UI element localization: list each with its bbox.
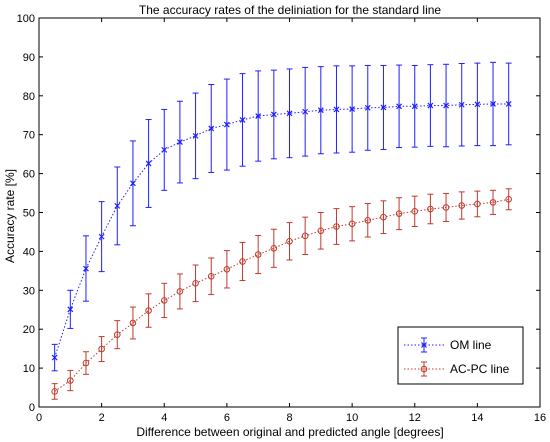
om-point bbox=[145, 160, 152, 167]
om-point bbox=[380, 104, 387, 111]
x-tick-label: 6 bbox=[224, 412, 230, 424]
acpc-point bbox=[333, 223, 340, 230]
legend-ac-pc-symbol bbox=[404, 361, 444, 377]
y-tick-label: 40 bbox=[23, 246, 35, 258]
x-tick-label: 10 bbox=[346, 412, 358, 424]
series-om-line bbox=[51, 61, 512, 372]
legend-box bbox=[397, 326, 524, 385]
om-point bbox=[161, 146, 168, 153]
legend-om-symbol bbox=[404, 337, 444, 353]
om-point bbox=[176, 139, 183, 146]
acpc-point bbox=[458, 202, 466, 209]
om-point bbox=[458, 101, 465, 108]
y-axis: 0 10 20 30 40 50 60 70 80 90 100 bbox=[17, 13, 540, 414]
acpc-point bbox=[223, 265, 231, 273]
om-point bbox=[302, 108, 309, 115]
legend-marker bbox=[421, 342, 427, 348]
om-point bbox=[114, 202, 121, 209]
om-point bbox=[83, 265, 89, 272]
om-point bbox=[333, 106, 340, 113]
om-point bbox=[317, 107, 324, 114]
acpc-point bbox=[239, 258, 246, 265]
om-point bbox=[474, 101, 481, 108]
x-tick-label: 16 bbox=[534, 412, 546, 424]
acpc-point bbox=[67, 377, 74, 384]
y-tick-label: 60 bbox=[23, 169, 35, 181]
acpc-point bbox=[145, 307, 152, 314]
om-point bbox=[349, 106, 356, 112]
x-tick-label: 12 bbox=[409, 412, 421, 424]
y-tick-label: 90 bbox=[23, 52, 35, 64]
legend-entry-om-line: OM line bbox=[450, 338, 492, 352]
x-tick-label: 4 bbox=[161, 412, 167, 424]
acpc-point bbox=[380, 213, 387, 221]
legend-entry-ac-pc-line: AC-PC line bbox=[450, 362, 510, 376]
y-tick-label: 20 bbox=[23, 324, 35, 336]
acpc-point bbox=[427, 205, 434, 213]
acpc-point bbox=[442, 204, 450, 211]
om-point bbox=[270, 111, 277, 118]
acpc-point bbox=[348, 220, 356, 228]
acpc-line bbox=[54, 198, 509, 392]
om-point bbox=[490, 101, 496, 107]
x-tick-label: 8 bbox=[286, 412, 292, 424]
acpc-point bbox=[207, 272, 215, 280]
acpc-point bbox=[474, 200, 481, 208]
acpc-point bbox=[82, 359, 90, 367]
acpc-point bbox=[395, 210, 403, 217]
acpc-point bbox=[98, 345, 105, 353]
acpc-point bbox=[489, 199, 497, 206]
om-point bbox=[192, 132, 199, 139]
om-point bbox=[411, 103, 418, 110]
acpc-point bbox=[113, 331, 121, 338]
acpc-point bbox=[270, 244, 278, 252]
acpc-point bbox=[51, 388, 58, 395]
acpc-point bbox=[301, 232, 309, 240]
y-axis-label: Accuracy rate [%] bbox=[3, 169, 17, 263]
om-point bbox=[505, 101, 512, 107]
acpc-point bbox=[176, 288, 184, 295]
om-point bbox=[51, 354, 58, 361]
y-tick-label: 30 bbox=[23, 285, 35, 297]
om-point bbox=[396, 103, 403, 110]
y-tick-label: 50 bbox=[23, 208, 35, 220]
x-tick-label: 0 bbox=[36, 412, 42, 424]
x-axis: 0 2 4 6 8 10 12 14 16 bbox=[36, 18, 546, 424]
om-line bbox=[54, 103, 509, 358]
x-axis-label: Difference between original and predicte… bbox=[136, 425, 443, 439]
acpc-point bbox=[129, 319, 137, 327]
y-tick-label: 10 bbox=[23, 363, 35, 375]
x-tick-label: 2 bbox=[99, 412, 105, 424]
y-tick-label: 70 bbox=[23, 130, 35, 142]
om-point bbox=[130, 180, 136, 187]
om-point bbox=[223, 121, 230, 128]
om-point bbox=[364, 104, 371, 111]
acpc-point bbox=[286, 237, 293, 245]
acpc-point bbox=[317, 227, 325, 235]
y-tick-label: 100 bbox=[17, 13, 35, 25]
om-point bbox=[443, 102, 449, 109]
series-ac-pc-line bbox=[51, 188, 512, 400]
om-point bbox=[67, 306, 74, 313]
om-point bbox=[98, 233, 105, 240]
legend-marker bbox=[420, 365, 428, 373]
om-point bbox=[427, 102, 434, 109]
y-tick-label: 0 bbox=[29, 402, 35, 414]
legend: OM line AC-PC line bbox=[397, 326, 524, 385]
acpc-point bbox=[505, 195, 512, 203]
acpc-point bbox=[254, 251, 262, 258]
y-tick-label: 80 bbox=[23, 91, 35, 103]
om-point bbox=[208, 125, 215, 132]
x-tick-label: 14 bbox=[471, 412, 483, 424]
acpc-point bbox=[192, 279, 199, 287]
acpc-point bbox=[160, 297, 168, 304]
chart-title: The accuracy rates of the deliniation fo… bbox=[139, 3, 442, 17]
om-point bbox=[255, 113, 262, 119]
acpc-point bbox=[364, 216, 372, 224]
om-point bbox=[286, 110, 293, 117]
acpc-point bbox=[411, 208, 419, 215]
om-point bbox=[239, 116, 246, 123]
